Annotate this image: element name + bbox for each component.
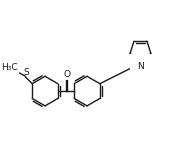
- Text: S: S: [23, 68, 29, 76]
- Text: O: O: [63, 70, 70, 79]
- Text: N: N: [137, 65, 144, 74]
- Text: N: N: [137, 61, 144, 71]
- Text: H₃C: H₃C: [1, 63, 18, 72]
